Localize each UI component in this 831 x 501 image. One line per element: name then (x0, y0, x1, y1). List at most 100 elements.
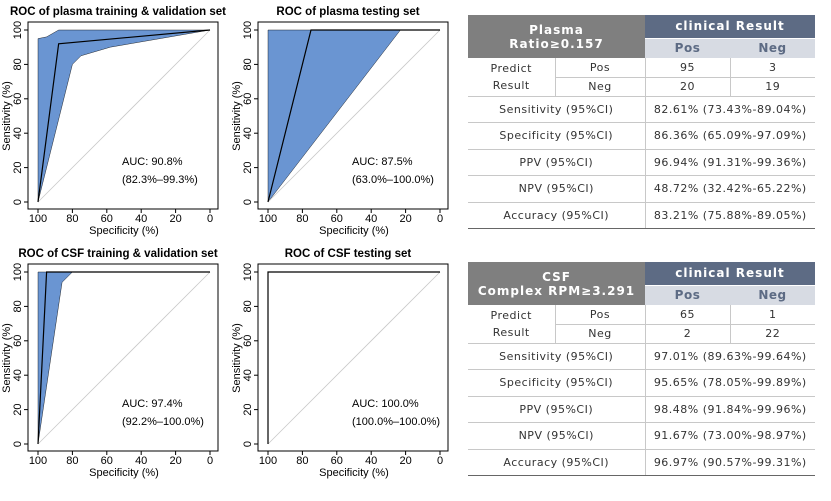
metric-value: 82.61% (73.43%-89.04%) (644, 96, 816, 123)
metric-row: Specificity (95%CI) 86.36% (65.09%-97.09%… (468, 122, 816, 150)
metric-label: Sensitivity (95%CI) (468, 343, 645, 370)
predict-row: Neg 2 22 (468, 324, 816, 344)
auc-annotation: AUC: 87.5% (352, 156, 413, 168)
x-tick-label: 20 (169, 455, 181, 467)
metric-label: Specificity (95%CI) (468, 122, 646, 150)
metric-row: NPV (95%CI) 91.67% (73.00%-98.97%) (468, 422, 816, 450)
chart-title: ROC of CSF training & validation set (18, 248, 218, 260)
x-tick-label: 100 (29, 213, 47, 225)
x-tick-label: 80 (66, 213, 78, 225)
x-tick-label: 60 (331, 213, 343, 225)
group-header: clinical Result (645, 15, 816, 39)
y-axis-label: Sensitivity (%) (1, 81, 13, 151)
metric-value: 96.97% (90.57%-99.31%) (644, 449, 816, 476)
y-tick-label: 80 (242, 300, 254, 312)
x-tick-label: 40 (135, 455, 147, 467)
chart-title: ROC of plasma testing set (276, 6, 419, 18)
x-tick-label: 80 (296, 455, 308, 467)
reference-line (267, 29, 441, 203)
y-tick-label: 100 (242, 21, 254, 39)
auc-annotation: AUC: 97.4% (122, 398, 183, 410)
x-tick-label: 100 (259, 213, 277, 225)
title-line: Ratio≥0.157 (509, 36, 604, 51)
x-axis-label: Specificity (%) (89, 467, 159, 479)
roc-curve (37, 29, 211, 203)
x-tick-label: 100 (29, 455, 47, 467)
title-line: CSF (542, 269, 571, 284)
y-axis-label: Sensitivity (%) (231, 81, 243, 151)
x-tick-label: 0 (437, 213, 443, 225)
table-title: CSF Complex RPM≥3.291 (468, 262, 645, 305)
title-line: Complex RPM≥3.291 (477, 283, 636, 298)
column-header: Neg (730, 285, 816, 305)
y-tick-label: 40 (12, 369, 24, 381)
column-row: Pos Neg (468, 38, 816, 58)
table-title: Plasma Ratio≥0.157 (468, 15, 646, 58)
plot-frame (27, 21, 219, 210)
plot-frame (27, 263, 219, 452)
auc-annotation: (63.0%–100.0%) (352, 174, 434, 186)
count-cell: 65 (644, 305, 730, 325)
predict-label: Predict Result (468, 305, 555, 344)
count-cell: 20 (644, 77, 731, 97)
x-tick-label: 40 (365, 213, 377, 225)
group-header: clinical Result (645, 262, 816, 286)
y-tick-label: 80 (12, 58, 24, 70)
predict-class: Pos (554, 58, 646, 78)
chart-title: ROC of plasma training & validation set (10, 6, 226, 18)
metric-label: NPV (95%CI) (468, 175, 646, 203)
metric-row: Specificity (95%CI) 95.65% (78.05%-99.89%… (468, 369, 816, 397)
metric-label: NPV (95%CI) (468, 422, 645, 450)
y-tick-label: 100 (12, 263, 24, 281)
predict-class: Pos (554, 305, 645, 325)
title-line: Plasma (529, 22, 584, 37)
column-header: Pos (645, 285, 730, 305)
metric-row: PPV (95%CI) 96.94% (91.31%-99.36%) (468, 149, 816, 176)
predict-class: Neg (554, 324, 645, 344)
roc-curve (37, 271, 210, 445)
x-tick-label: 60 (101, 213, 113, 225)
count-cell: 2 (644, 324, 730, 344)
roc-curve (267, 271, 440, 444)
metric-row: NPV (95%CI) 48.72% (32.42%-65.22%) (468, 175, 816, 203)
y-tick-label: 20 (12, 161, 24, 173)
y-tick-label: 20 (242, 161, 254, 173)
y-tick-label: 40 (242, 369, 254, 381)
x-tick-label: 40 (365, 455, 377, 467)
auc-annotation: AUC: 100.0% (352, 398, 419, 410)
header-row: CSF Complex RPM≥3.291 clinical Result (468, 262, 816, 305)
metric-label: PPV (95%CI) (468, 149, 646, 176)
y-tick-label: 100 (242, 263, 254, 281)
metric-label: Accuracy (95%CI) (468, 202, 646, 229)
metric-label: PPV (95%CI) (468, 396, 645, 423)
x-tick-label: 60 (101, 455, 113, 467)
ci-band (267, 29, 440, 203)
metric-row: Sensitivity (95%CI) 82.61% (73.43%-89.04%… (468, 96, 816, 123)
y-tick-label: 20 (242, 403, 254, 415)
column-header: Pos (645, 38, 731, 58)
y-tick-label: 60 (12, 335, 24, 347)
y-tick-label: 20 (12, 403, 24, 415)
auc-annotation: (100.0%–100.0%) (352, 416, 440, 428)
x-tick-label: 80 (296, 213, 308, 225)
metric-label: Accuracy (95%CI) (468, 449, 645, 476)
x-tick-label: 20 (169, 213, 181, 225)
metric-value: 95.65% (78.05%-99.89%) (644, 369, 816, 397)
metric-label: Sensitivity (95%CI) (468, 96, 646, 123)
predict-row: Neg 20 19 (468, 77, 816, 97)
y-tick-label: 0 (242, 199, 254, 205)
count-cell: 19 (729, 77, 816, 97)
count-cell: 22 (729, 324, 816, 344)
y-tick-label: 100 (12, 21, 24, 39)
chart-title: ROC of CSF testing set (285, 248, 412, 260)
metric-row: Accuracy (95%CI) 96.97% (90.57%-99.31%) (468, 449, 816, 476)
predict-label: Predict Result (468, 58, 555, 97)
result-table: Plasma Ratio≥0.157 clinical Result Pos Neg Pr… (468, 15, 816, 229)
predict-row: Predict Result Pos 95 3 (468, 58, 816, 97)
x-tick-label: 40 (135, 213, 147, 225)
y-tick-label: 0 (12, 441, 24, 447)
y-axis-label: Sensitivity (%) (1, 323, 13, 393)
metric-value: 48.72% (32.42%-65.22%) (644, 175, 816, 203)
x-axis-label: Specificity (%) (319, 467, 389, 479)
